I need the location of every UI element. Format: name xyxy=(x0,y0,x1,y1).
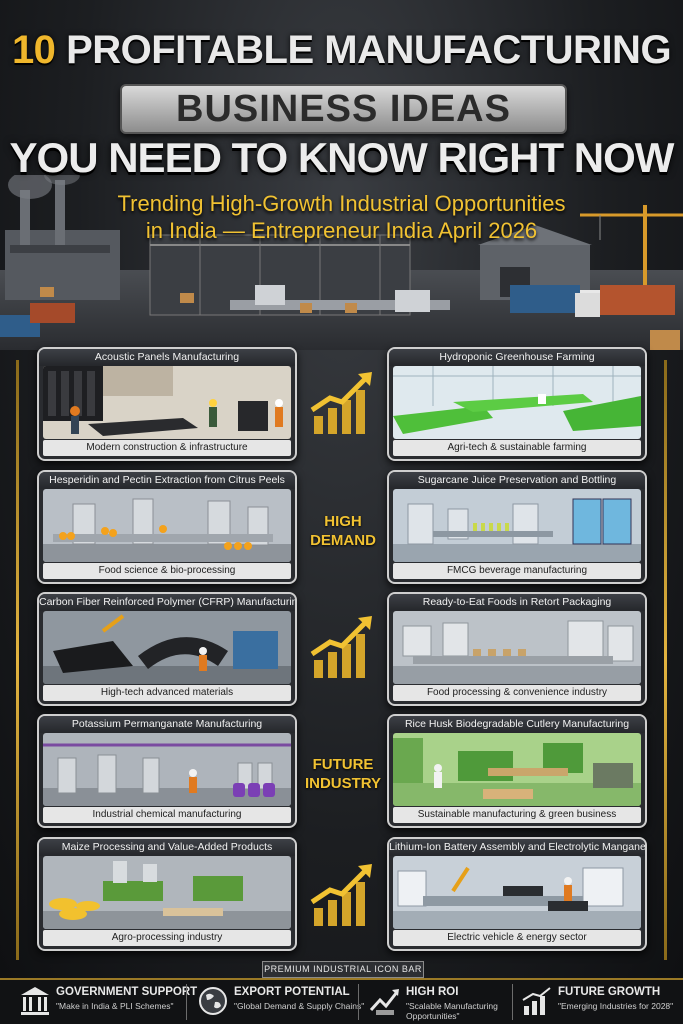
feature-detail: "Emerging Industries for 2028" xyxy=(558,1001,674,1011)
card-lithium-ion[interactable]: Lithium-Ion Battery Assembly and Electro… xyxy=(387,837,647,951)
card-potassium-permanganate[interactable]: Potassium Permanganate Manufacturing Ind… xyxy=(37,714,297,828)
growth-chart-icon xyxy=(522,987,551,1015)
feature-title: FUTURE GROWTH xyxy=(558,986,661,998)
roi-arrow-icon xyxy=(369,989,399,1015)
left-gold-rail xyxy=(16,360,19,960)
card-title: Maize Processing and Value-Added Product… xyxy=(39,839,295,856)
card-title: Potassium Permanganate Manufacturing xyxy=(39,716,295,733)
title-box: BUSINESS IDEAS xyxy=(120,84,567,134)
feature-detail: "Make in India & PLI Schemes" xyxy=(56,1001,174,1011)
title-box-text: BUSINESS IDEAS xyxy=(176,88,511,130)
high-demand-line-1: HIGH xyxy=(324,513,362,530)
green-manufacturing-image xyxy=(393,733,641,806)
card-caption: Food science & bio-processing xyxy=(43,563,291,579)
card-maize-processing[interactable]: Maize Processing and Value-Added Product… xyxy=(37,837,297,951)
feature-detail: "Global Demand & Supply Chains" xyxy=(234,1001,365,1011)
divider xyxy=(512,984,513,1020)
card-title: Carbon Fiber Reinforced Polymer (CFRP) M… xyxy=(39,594,295,611)
card-caption: Agro-processing industry xyxy=(43,930,291,946)
icon-bar xyxy=(0,978,683,1024)
subtitle: Trending High-Growth Industrial Opportun… xyxy=(60,190,623,244)
acoustic-panels-image xyxy=(43,366,291,439)
globe-icon xyxy=(199,987,227,1015)
card-caption: Sustainable manufacturing & green busine… xyxy=(393,807,641,823)
subtitle-line-1: Trending High-Growth Industrial Opportun… xyxy=(117,191,566,216)
retort-packaging-image xyxy=(393,611,641,684)
card-title: Rice Husk Biodegradable Cutlery Manufact… xyxy=(389,716,645,733)
citrus-extraction-image xyxy=(43,489,291,562)
battery-assembly-image xyxy=(393,856,641,929)
card-caption: Agri-tech & sustainable farming xyxy=(393,440,641,456)
card-title: Hesperidin and Pectin Extraction from Ci… xyxy=(39,472,295,489)
future-industry-line-2: INDUSTRY xyxy=(304,775,382,792)
card-title: Lithium-Ion Battery Assembly and Electro… xyxy=(389,839,645,856)
feature-government-support: GOVERNMENT SUPPORT "Make in India & PLI … xyxy=(18,982,197,1022)
card-sugarcane-juice[interactable]: Sugarcane Juice Preservation and Bottlin… xyxy=(387,470,647,584)
card-caption: FMCG beverage manufacturing xyxy=(393,563,641,579)
feature-detail: "Scalable Manufacturing Opportunities" xyxy=(406,1001,498,1021)
feature-title: HIGH ROI xyxy=(406,986,459,998)
title-rest: PROFITABLE MANUFACTURING xyxy=(66,28,672,72)
future-industry-line-1: FUTURE xyxy=(312,756,374,773)
divider xyxy=(186,984,187,1020)
title-number: 10 xyxy=(11,28,56,72)
card-acoustic-panels[interactable]: Acoustic Panels Manufacturing Modern con… xyxy=(37,347,297,461)
bottling-line-image xyxy=(393,489,641,562)
card-title: Sugarcane Juice Preservation and Bottlin… xyxy=(389,472,645,489)
growth-bars-icon xyxy=(310,372,372,434)
card-caption: Food processing & convenience industry xyxy=(393,685,641,701)
card-caption: Industrial chemical manufacturing xyxy=(43,807,291,823)
card-caption: High-tech advanced materials xyxy=(43,685,291,701)
cfrp-image xyxy=(43,611,291,684)
card-hydroponic[interactable]: Hydroponic Greenhouse Farming Agri-tech … xyxy=(387,347,647,461)
feature-high-roi: HIGH ROI "Scalable Manufacturing Opportun… xyxy=(368,982,508,1022)
card-title: Acoustic Panels Manufacturing xyxy=(39,349,295,366)
feature-detail-line-1: "Scalable Manufacturing xyxy=(406,1001,498,1011)
card-ready-to-eat[interactable]: Ready-to-Eat Foods in Retort Packaging F… xyxy=(387,592,647,706)
greenhouse-image xyxy=(393,366,641,439)
chemical-plant-image xyxy=(43,733,291,806)
card-caption: Modern construction & infrastructure xyxy=(43,440,291,456)
government-building-icon xyxy=(21,987,49,1015)
card-title: Hydroponic Greenhouse Farming xyxy=(389,349,645,366)
maize-processing-image xyxy=(43,856,291,929)
feature-detail-line-2: Opportunities" xyxy=(406,1011,460,1021)
feature-future-growth: FUTURE GROWTH "Emerging Industries for 2… xyxy=(520,982,678,1022)
feature-title: EXPORT POTENTIAL xyxy=(234,986,350,998)
title-line-3: YOU NEED TO KNOW RIGHT NOW xyxy=(9,134,675,181)
factory-banner-illustration xyxy=(0,175,683,350)
subtitle-line-2: in India — Entrepreneur India April 2026 xyxy=(145,218,538,243)
feature-title: GOVERNMENT SUPPORT xyxy=(56,986,198,998)
card-rice-husk-cutlery[interactable]: Rice Husk Biodegradable Cutlery Manufact… xyxy=(387,714,647,828)
card-title: Ready-to-Eat Foods in Retort Packaging xyxy=(389,594,645,611)
feature-export-potential: EXPORT POTENTIAL "Global Demand & Supply… xyxy=(196,982,364,1022)
growth-bars-icon xyxy=(310,616,372,678)
right-gold-rail xyxy=(664,360,667,960)
card-caption: Electric vehicle & energy sector xyxy=(393,930,641,946)
high-demand-label: HIGH DEMAND xyxy=(300,512,386,550)
divider xyxy=(358,984,359,1020)
card-hesperidin-pectin[interactable]: Hesperidin and Pectin Extraction from Ci… xyxy=(37,470,297,584)
title-line-1: 10 PROFITABLE MANUFACTURING xyxy=(0,28,683,73)
card-cfrp[interactable]: Carbon Fiber Reinforced Polymer (CFRP) M… xyxy=(37,592,297,706)
high-demand-line-2: DEMAND xyxy=(310,532,376,549)
icon-bar-label: PREMIUM INDUSTRIAL ICON BAR xyxy=(262,961,424,978)
future-industry-label: FUTURE INDUSTRY xyxy=(300,755,386,793)
growth-bars-icon xyxy=(310,864,372,926)
